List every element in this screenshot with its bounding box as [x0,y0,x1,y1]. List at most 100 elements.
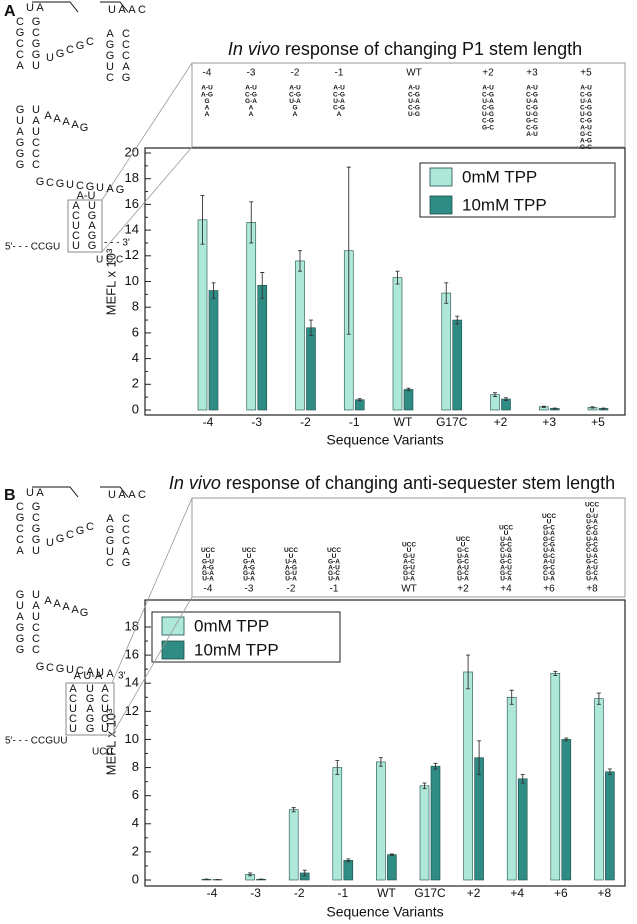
nucleotide: C [66,529,74,541]
error-bar [553,670,558,676]
bar [441,292,452,411]
nucleotide: G [86,693,95,705]
nucleotide: U [101,703,109,715]
hairpin-row: G-A [202,570,214,577]
chart-title: In vivo response of changing anti-sequest… [169,473,615,493]
x-tick-label: +6 [554,886,568,900]
title-text: response of changing P1 stem length [285,39,582,59]
nucleotide: A [32,115,40,127]
hairpin-row: C-G [408,91,420,98]
nucleotide: C [138,489,146,501]
hairpin-row: G-C [526,118,538,125]
nucleotide: A [128,489,136,501]
title-text: response of changing anti-sequester stem… [226,473,615,493]
nucleotide: C [46,177,54,189]
nucleotide: A [16,60,24,72]
bar [343,860,354,881]
error-bar [541,405,546,408]
hairpin-row: U [547,519,552,526]
hairpin-row: A-U [482,85,494,92]
hairpin-row: A-U [289,85,301,92]
bar [452,319,463,411]
hairpin-row: G-A [245,98,257,105]
hairpin-row: C-G [526,105,538,112]
hairpin-row: G-C [500,570,512,577]
error-bar [520,774,525,784]
nucleotide: A [106,28,114,40]
hairpin-row: A-G [580,138,592,145]
nucleotide: A [16,611,24,623]
nucleotide: G [32,16,41,28]
hairpin-row: G-C [580,131,592,138]
nucleotide: C [32,633,40,645]
nucleotide: C [16,501,24,513]
nucleotide: G [76,40,85,52]
hairpin-row: UCC [499,524,513,531]
nucleotide: U [32,104,40,116]
nucleotide: G [16,137,25,149]
hairpin-row: G-C [403,570,415,577]
bar [288,809,299,881]
nucleotide: G [16,633,25,645]
inset-label: +3 [526,68,538,79]
bar [463,671,473,881]
hairpin-row: A-U [500,564,512,571]
hairpin-row: A-U [580,124,592,131]
hairpin-row: U-A [403,576,415,583]
bar [257,285,268,411]
error-bar [200,194,205,245]
error-bar [444,282,449,304]
nucleotide: A [62,116,70,128]
hairpin-row: G-C [543,524,555,531]
nucleotide: G [16,622,25,634]
nucleotide: C [46,662,54,674]
nucleotide: C [122,28,130,40]
x-axis-label: Sequence Variants [326,432,443,448]
hairpin-row: G-A [243,559,255,566]
error-bar [477,740,482,776]
error-bar [298,250,302,272]
hairpin-row: U [461,542,466,549]
panel-label: A [4,3,16,20]
hairpin-row: C-G [482,118,494,125]
legend-swatch [161,640,185,660]
nucleotide: A [122,546,130,558]
error-bar [504,397,508,401]
nucleotide: G [76,525,85,537]
hairpin-row: UCC [201,547,215,554]
nucleotide: G [56,533,65,545]
nucleotide: G [106,50,115,62]
inset-label: -1 [330,584,339,595]
hairpin-row: C-G [482,105,494,112]
hairpin-row: C-G [580,118,592,125]
hairpin-row: G-C [543,564,555,571]
nucleotide: C [32,27,40,39]
hairpin-row: U [407,547,412,554]
nucleotide: G [86,713,95,725]
nucleotide: A [88,220,96,232]
x-tick-label: -1 [337,886,348,900]
inset-label: -4 [204,584,213,595]
y-axis-label: MEFL x 10³ [103,708,118,775]
five-prime: 5'- - - CCGU [5,242,60,253]
nucleotide: G [88,210,97,222]
x-axis-label: Sequence Variants [326,904,443,920]
x-tick-label: +4 [510,886,524,900]
hairpin-row: U [332,553,337,560]
nucleotide: G [16,512,25,524]
nucleotide: C [16,534,24,546]
legend-swatch [161,616,185,636]
nucleotide: A [106,668,114,680]
error-bar [509,689,514,705]
error-bar [309,319,313,336]
x-tick-label: -2 [300,415,311,429]
nucleotide: C [106,557,114,569]
nucleotide: C [76,665,84,677]
hairpin-row: UCC [402,542,416,549]
x-tick-label: +2 [467,886,481,900]
hairpin-row: A [249,105,254,112]
nucleotide: A [71,119,79,131]
hairpin-row: A-U [245,85,257,92]
inset-label: +6 [543,584,555,595]
hairpin-row: A [205,111,210,118]
